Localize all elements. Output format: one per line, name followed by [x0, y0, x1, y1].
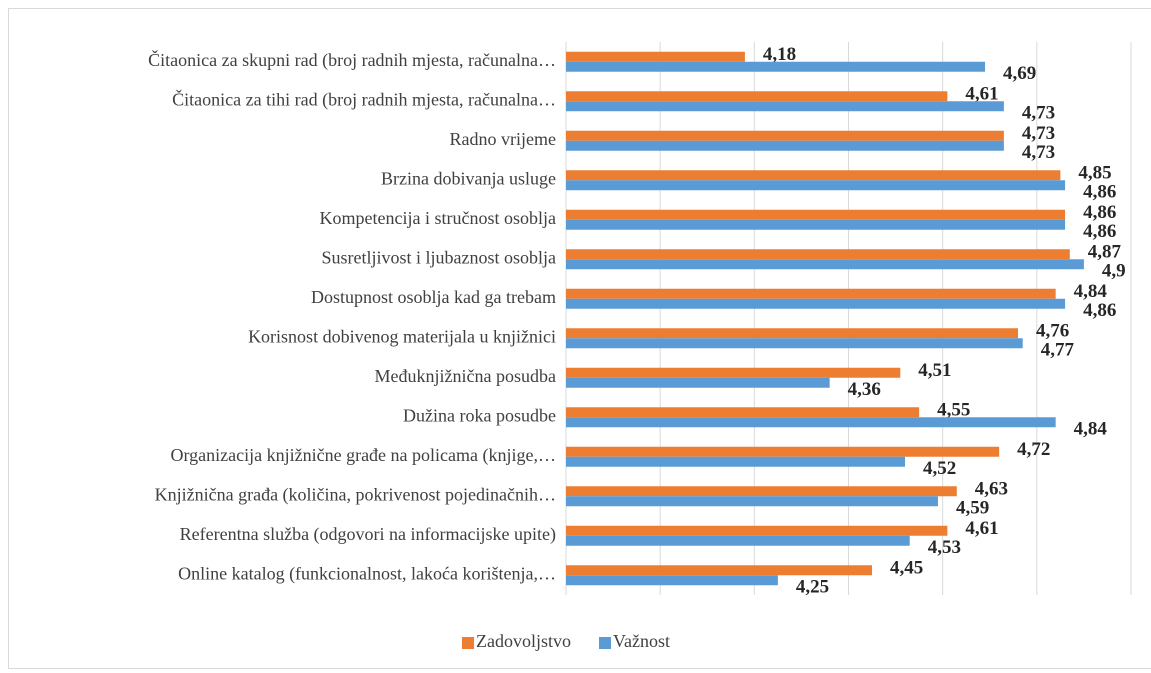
bar — [566, 288, 1056, 299]
y-tick-label: Čitaonica za skupni rad (broj radnih mje… — [148, 49, 556, 71]
bar — [566, 417, 1056, 428]
data-label: 4,63 — [975, 479, 1008, 500]
data-label: 4,53 — [928, 537, 961, 558]
bar — [566, 170, 1061, 181]
data-label: 4,72 — [1017, 439, 1050, 460]
bar — [566, 101, 1004, 112]
data-label: 4,86 — [1083, 182, 1116, 203]
data-label: 4,86 — [1083, 221, 1116, 242]
bar — [566, 51, 745, 62]
y-tick-label: Čitaonica za tihi rad (broj radnih mjest… — [172, 88, 556, 110]
bar — [566, 525, 948, 536]
bar — [566, 407, 920, 418]
data-label: 4,18 — [763, 44, 796, 65]
bar — [566, 456, 905, 467]
y-tick-label: Susretljivost i ljubaznost osoblja — [322, 247, 557, 267]
data-label: 4,59 — [956, 498, 989, 519]
y-tick-label: Online katalog (funkcionalnost, lakoća k… — [178, 563, 556, 584]
data-label: 4,61 — [965, 84, 998, 105]
data-label: 4,85 — [1078, 163, 1111, 184]
bar — [566, 209, 1066, 220]
data-label: 4,52 — [923, 458, 956, 479]
legend-label: Važnost — [613, 631, 670, 651]
data-label: 4,77 — [1041, 340, 1075, 361]
y-tick-label: Knjižnična građa (količina, pokrivenost … — [155, 484, 556, 505]
data-label: 4,45 — [890, 558, 923, 579]
data-label: 4,73 — [1022, 142, 1055, 163]
bar — [566, 259, 1084, 270]
data-label: 4,73 — [1022, 123, 1055, 144]
y-tick-label: Dostupnost osoblja kad ga trebam — [311, 287, 556, 307]
data-label: 4,69 — [1003, 63, 1036, 84]
bar — [566, 377, 830, 388]
y-tick-label: Referentna služba (odgovori na informaci… — [180, 524, 556, 545]
bar — [566, 219, 1066, 230]
data-label: 4,9 — [1102, 261, 1126, 282]
data-label: 4,73 — [1022, 103, 1055, 124]
legend-swatch — [462, 637, 474, 649]
data-label: 4,84 — [1074, 281, 1108, 302]
bar — [566, 91, 948, 102]
y-tick-label: Korisnost dobivenog materijala u knjižni… — [248, 326, 556, 346]
bar — [566, 298, 1066, 309]
y-tick-label: Međuknjižnična posudba — [375, 366, 556, 386]
bar — [566, 575, 778, 586]
data-label: 4,55 — [937, 400, 970, 421]
y-tick-label: Brzina dobivanja usluge — [381, 168, 556, 188]
data-label: 4,86 — [1083, 202, 1116, 223]
bar — [566, 565, 873, 576]
legend-swatch — [599, 637, 611, 649]
bar — [566, 130, 1004, 141]
data-label: 4,84 — [1074, 419, 1108, 440]
bar — [566, 367, 901, 378]
data-label: 4,36 — [848, 379, 881, 400]
y-tick-label: Kompetencija i stručnost osoblja — [320, 208, 556, 228]
y-tick-label: Organizacija knjižnične građe na policam… — [170, 445, 556, 466]
data-label: 4,86 — [1083, 300, 1116, 321]
bar — [566, 328, 1018, 339]
legend-label: Zadovoljstvo — [476, 631, 571, 651]
bar — [566, 338, 1023, 349]
data-label: 4,61 — [965, 518, 998, 539]
chart-border — [8, 8, 1151, 669]
data-label: 4,25 — [796, 577, 829, 598]
bar — [566, 535, 910, 546]
bar — [566, 446, 1000, 457]
y-tick-label: Dužina roka posudbe — [403, 405, 556, 425]
bar — [566, 61, 986, 72]
y-tick-label: Radno vrijeme — [450, 129, 556, 149]
bar — [566, 249, 1070, 260]
data-label: 4,87 — [1088, 242, 1122, 263]
data-label: 4,76 — [1036, 321, 1069, 342]
data-label: 4,51 — [918, 360, 951, 381]
bar — [566, 496, 938, 507]
bar — [566, 486, 957, 497]
bar — [566, 140, 1004, 151]
bar — [566, 180, 1066, 191]
